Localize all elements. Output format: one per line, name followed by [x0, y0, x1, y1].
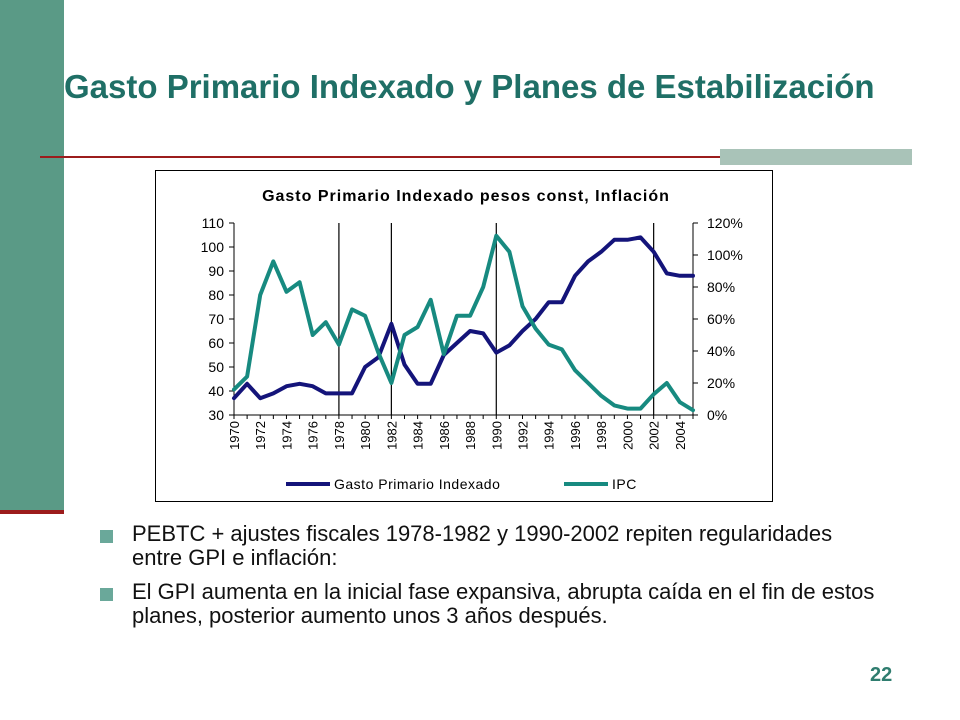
chart-frame: Gasto Primario Indexado pesos const, Inf… [155, 170, 773, 502]
right-y-tick-label: 0% [707, 407, 727, 423]
series-line-ipc [232, 233, 695, 413]
left-y-tick-label: 80 [208, 287, 224, 303]
bullet-item: PEBTC + ajustes fiscales 1978-1982 y 199… [100, 522, 880, 570]
right-y-tick-label: 60% [707, 311, 735, 327]
title-underline [40, 156, 912, 158]
x-tick-label: 1988 [463, 421, 478, 450]
x-tick-label: 1990 [489, 421, 504, 450]
x-tick-label: 1972 [253, 421, 268, 450]
left-accent-bar [0, 0, 64, 512]
right-y-tick-label: 120% [707, 215, 743, 231]
left-accent-bar-shadow [0, 510, 64, 514]
x-tick-label: 1986 [437, 421, 452, 450]
bullet-list: PEBTC + ajustes fiscales 1978-1982 y 199… [100, 522, 880, 638]
series-line-gpi [232, 235, 695, 401]
x-tick-label: 1982 [384, 421, 399, 450]
bullet-text: El GPI aumenta en la inicial fase expans… [132, 579, 875, 628]
left-y-tick-label: 90 [208, 263, 224, 279]
line-chart: Gasto Primario Indexado pesos const, Inf… [201, 188, 743, 492]
legend-label: Gasto Primario Indexado [334, 476, 500, 492]
x-tick-label: 2000 [620, 421, 635, 450]
x-tick-label: 1976 [306, 421, 321, 450]
bullet-text: PEBTC + ajustes fiscales 1978-1982 y 199… [132, 521, 833, 570]
bullet-item: El GPI aumenta en la inicial fase expans… [100, 580, 880, 628]
x-tick-label: 2002 [647, 421, 662, 450]
left-y-tick-label: 100 [201, 239, 225, 255]
square-bullet-icon [100, 530, 113, 543]
left-y-tick-label: 50 [208, 359, 224, 375]
left-y-tick-label: 70 [208, 311, 224, 327]
chart-title: Gasto Primario Indexado pesos const, Inf… [262, 188, 670, 205]
x-tick-label: 1998 [594, 421, 609, 450]
right-y-tick-label: 40% [707, 343, 735, 359]
x-tick-label: 1980 [358, 421, 373, 450]
right-y-tick-label: 80% [707, 279, 735, 295]
x-tick-label: 1996 [568, 421, 583, 450]
x-tick-label: 1974 [279, 421, 294, 450]
left-y-tick-label: 30 [208, 407, 224, 423]
left-y-tick-label: 110 [202, 215, 225, 231]
slide-title: Gasto Primario Indexado y Planes de Esta… [64, 68, 875, 105]
x-tick-label: 1994 [542, 421, 557, 450]
x-tick-label: 1984 [411, 421, 426, 450]
left-y-tick-label: 40 [208, 383, 224, 399]
title-accent-block [720, 149, 912, 165]
legend-label: IPC [612, 476, 637, 492]
left-y-tick-label: 60 [208, 335, 224, 351]
square-bullet-icon [100, 588, 113, 601]
x-tick-label: 1992 [516, 421, 531, 450]
x-tick-label: 1970 [227, 421, 242, 450]
page-number: 22 [870, 664, 893, 686]
x-tick-label: 1978 [332, 421, 347, 450]
x-tick-label: 2004 [673, 421, 688, 450]
right-y-tick-label: 20% [707, 375, 735, 391]
right-y-tick-label: 100% [707, 247, 743, 263]
